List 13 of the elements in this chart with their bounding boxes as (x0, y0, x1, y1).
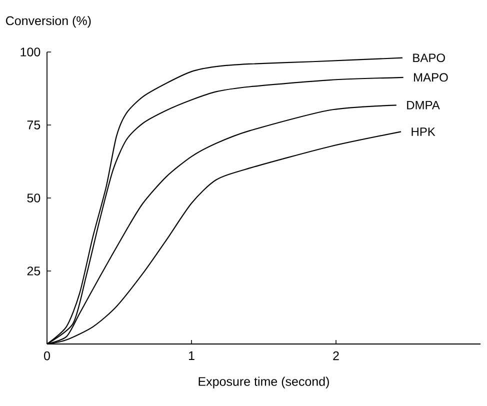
x-tick-label: 0 (44, 351, 50, 360)
x-tick-label: 1 (188, 351, 194, 360)
y-axis-title: Conversion (%) (6, 16, 91, 28)
series-label: BAPO (413, 54, 445, 62)
y-tick-label: 25 (27, 266, 40, 276)
series-label: DMPA (407, 101, 440, 110)
x-axis-title: Exposure time (second) (198, 376, 329, 388)
y-tick-label: 100 (20, 48, 40, 56)
y-tick-label: 50 (27, 194, 40, 202)
y-tick-label: 75 (27, 120, 40, 130)
series-label: MAPO (414, 73, 448, 82)
series-label: HPK (412, 128, 436, 136)
x-tick-label: 2 (333, 351, 339, 360)
